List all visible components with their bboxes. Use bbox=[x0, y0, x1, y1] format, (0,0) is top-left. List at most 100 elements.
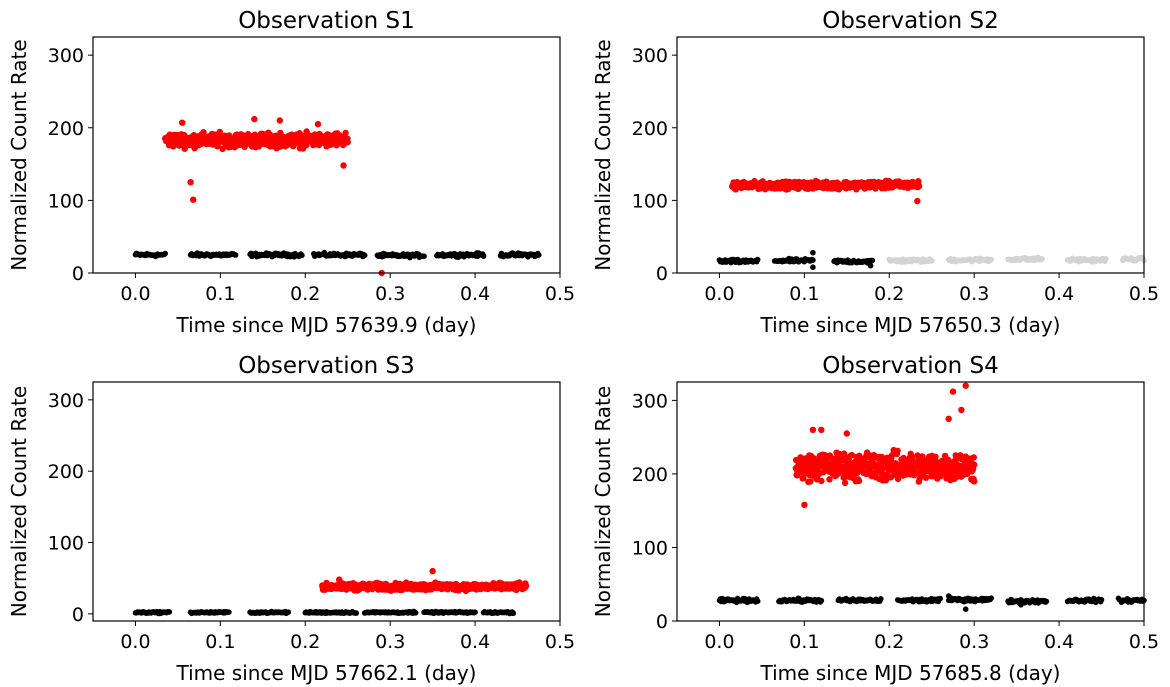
x-tick-label: 0.0 bbox=[704, 283, 734, 305]
data-point bbox=[894, 475, 902, 483]
x-axis-label: Time since MJD 57685.8 (day) bbox=[760, 661, 1061, 685]
data-point bbox=[970, 454, 977, 461]
y-axis-label: Normalized Count Rate bbox=[591, 386, 615, 617]
series-3 bbox=[729, 177, 923, 205]
data-point bbox=[841, 479, 849, 487]
data-point bbox=[949, 388, 957, 395]
axes-frame bbox=[676, 36, 1145, 274]
data-point bbox=[914, 197, 921, 205]
data-point bbox=[340, 162, 347, 169]
series-1 bbox=[716, 249, 876, 271]
y-tick-label: 100 bbox=[632, 537, 668, 559]
data-point bbox=[353, 610, 360, 616]
x-tick-label: 0.0 bbox=[704, 631, 734, 653]
y-tick-label: 0 bbox=[72, 263, 84, 285]
data-point bbox=[344, 138, 351, 146]
x-tick-label: 0.3 bbox=[375, 631, 405, 653]
data-point bbox=[166, 609, 173, 615]
data-point bbox=[962, 606, 969, 612]
x-tick-label: 0.0 bbox=[120, 283, 150, 305]
y-tick-label: 300 bbox=[48, 390, 84, 412]
data-point bbox=[1043, 598, 1050, 605]
y-tick-label: 300 bbox=[632, 390, 668, 412]
data-point bbox=[807, 478, 814, 485]
data-point bbox=[412, 610, 419, 616]
data-point bbox=[810, 249, 816, 256]
subplot-3: 0.0 0.1 0.2 0.3 0.4 0.5 0 100 200 300 Observation … bbox=[7, 353, 575, 685]
data-point bbox=[932, 453, 939, 460]
data-point bbox=[472, 609, 478, 615]
data-point bbox=[754, 598, 761, 604]
data-point bbox=[801, 501, 808, 508]
data-point bbox=[314, 120, 322, 128]
data-point bbox=[179, 119, 186, 126]
x-tick-label: 0.5 bbox=[545, 631, 575, 653]
y-axis-label: Normalized Count Rate bbox=[7, 386, 31, 617]
data-point bbox=[429, 567, 436, 575]
data-point bbox=[818, 477, 825, 485]
data-point bbox=[878, 596, 884, 602]
y-tick-label: 100 bbox=[632, 190, 668, 212]
y-tick-label: 100 bbox=[48, 533, 84, 555]
y-axis-label: Normalized Count Rate bbox=[591, 39, 615, 270]
chart-title: Observation S1 bbox=[238, 8, 415, 34]
data-point bbox=[800, 474, 807, 482]
x-tick-label: 0.2 bbox=[290, 631, 320, 653]
x-tick-label: 0.4 bbox=[460, 631, 490, 653]
data-point bbox=[219, 145, 226, 152]
data-point bbox=[894, 447, 901, 454]
data-point bbox=[958, 406, 965, 414]
data-point bbox=[843, 430, 850, 437]
y-tick-label: 300 bbox=[48, 45, 84, 67]
data-point bbox=[232, 252, 239, 258]
x-tick-label: 0.1 bbox=[205, 631, 235, 653]
data-point bbox=[1018, 602, 1024, 608]
x-tick-label: 0.5 bbox=[545, 283, 575, 305]
axes-frame bbox=[92, 381, 561, 622]
data-point bbox=[162, 250, 168, 257]
data-point bbox=[754, 256, 761, 263]
data-point bbox=[962, 382, 969, 389]
y-tick-label: 200 bbox=[48, 118, 84, 140]
x-tick-label: 0.4 bbox=[1044, 631, 1074, 653]
y-tick-label: 200 bbox=[48, 461, 84, 483]
x-tick-label: 0.2 bbox=[874, 283, 904, 305]
data-point bbox=[480, 253, 487, 259]
data-point bbox=[510, 610, 517, 617]
data-point bbox=[915, 182, 923, 190]
series-2 bbox=[162, 115, 385, 277]
data-point bbox=[810, 257, 816, 263]
data-point bbox=[971, 461, 978, 468]
data-point bbox=[867, 262, 874, 269]
x-tick-label: 0.4 bbox=[1044, 283, 1074, 305]
data-point bbox=[1098, 596, 1105, 603]
series-1 bbox=[132, 608, 517, 617]
x-tick-label: 0.5 bbox=[1129, 631, 1159, 653]
data-point bbox=[522, 582, 530, 590]
data-point bbox=[1103, 255, 1109, 262]
data-point bbox=[840, 450, 848, 457]
data-point bbox=[855, 477, 863, 485]
x-tick-label: 0.1 bbox=[789, 283, 819, 305]
y-tick-label: 0 bbox=[656, 263, 668, 285]
axes-frame bbox=[92, 36, 561, 274]
data-point bbox=[336, 576, 343, 583]
data-point bbox=[869, 257, 876, 264]
x-tick-label: 0.2 bbox=[290, 283, 320, 305]
series-2 bbox=[886, 254, 1147, 265]
y-tick-label: 0 bbox=[656, 611, 668, 633]
data-point bbox=[1039, 256, 1045, 262]
data-point bbox=[342, 129, 349, 137]
series-2 bbox=[319, 567, 530, 594]
x-tick-label: 0.3 bbox=[959, 631, 989, 653]
data-point bbox=[190, 196, 197, 203]
y-tick-label: 100 bbox=[48, 190, 84, 212]
data-point bbox=[299, 252, 305, 259]
data-point bbox=[421, 253, 427, 259]
series-1 bbox=[716, 593, 1147, 612]
chart-title: Observation S4 bbox=[822, 353, 999, 379]
data-point bbox=[810, 264, 816, 271]
x-axis-label: Time since MJD 57650.3 (day) bbox=[760, 313, 1061, 337]
data-point bbox=[818, 426, 825, 433]
